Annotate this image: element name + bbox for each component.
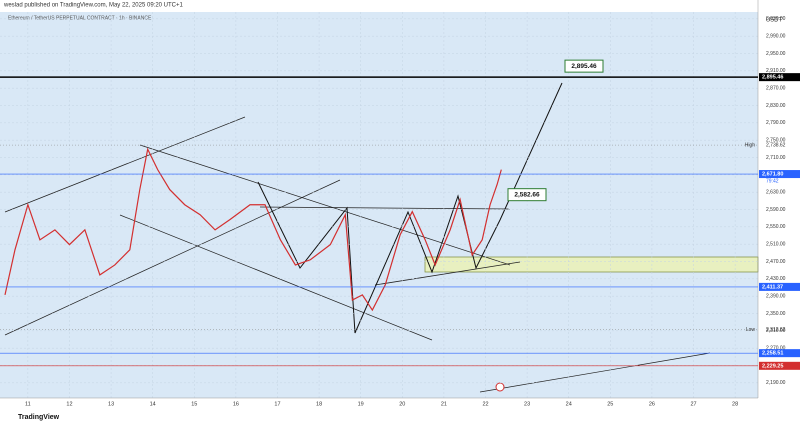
- currency: USDT: [766, 18, 783, 24]
- y-tick-label: 2,950.00: [766, 51, 786, 57]
- y-tick-label: 2,270.00: [766, 345, 786, 351]
- trend-line: [479, 352, 711, 393]
- y-tick-label: 2,310.00: [766, 328, 786, 334]
- channel-line: [4, 179, 341, 336]
- y-tick-label: 2,630.00: [766, 189, 786, 195]
- price-label: 2,258.51: [762, 351, 783, 357]
- y-tick-label: 2,590.00: [766, 207, 786, 213]
- plot-background: [0, 12, 758, 398]
- annotation-label: 2,582.66: [514, 191, 540, 198]
- x-tick-label: 17: [274, 401, 280, 407]
- y-tick-label: 2,990.00: [766, 33, 786, 39]
- high-name: High: [745, 142, 756, 148]
- x-tick-label: 12: [66, 401, 72, 407]
- y-tick-label: 2,430.00: [766, 276, 786, 282]
- x-tick-label: 14: [150, 401, 156, 407]
- x-tick-label: 20: [399, 401, 405, 407]
- annotation-box: [507, 188, 547, 202]
- x-tick-label: 24: [566, 401, 572, 407]
- low-label: 2,312.62: [766, 327, 786, 333]
- y-tick-label: 2,870.00: [766, 85, 786, 91]
- drawings: [0, 12, 759, 398]
- price-label: 2,411.37: [762, 284, 783, 290]
- y-tick-label: 2,510.00: [766, 241, 786, 247]
- support-line: [374, 261, 521, 286]
- y-tick-label: 2,750.00: [766, 137, 786, 143]
- price-label: 2,895.46: [762, 75, 783, 81]
- y-tick-label: 2,710.00: [766, 155, 786, 161]
- x-tick-label: 23: [524, 401, 530, 407]
- price-label-box: [759, 73, 800, 82]
- x-tick-label: 11: [25, 401, 31, 407]
- low-name: Low: [746, 327, 756, 333]
- annotation-box: [564, 59, 604, 73]
- x-tick-label: 13: [108, 401, 114, 407]
- event-icon: [495, 382, 505, 392]
- price-label-box: [759, 361, 800, 370]
- y-tick-label: 2,830.00: [766, 103, 786, 109]
- price-line: [4, 147, 502, 312]
- channel-line: [4, 116, 246, 213]
- price-label-box: [759, 349, 800, 358]
- brand: TradingView: [18, 414, 60, 421]
- countdown: 79:42: [766, 178, 779, 184]
- price-label: 2,229.25: [762, 363, 783, 369]
- price-label: 2,671.80: [762, 172, 783, 178]
- x-tick-label: 27: [690, 401, 696, 407]
- x-tick-label: 21: [441, 401, 447, 407]
- y-tick-label: 2,470.00: [766, 259, 786, 265]
- neckline: [259, 206, 511, 210]
- channel-line: [139, 144, 511, 266]
- high-label: 2,738.62: [766, 142, 786, 148]
- y-tick-label: 2,350.00: [766, 311, 786, 317]
- y-tick-label: 3,030.00: [766, 16, 786, 22]
- channel-line: [119, 214, 433, 341]
- header: weslad published on TradingView.com, May…: [3, 3, 183, 9]
- x-tick-label: 28: [732, 401, 738, 407]
- x-tick-label: 25: [607, 401, 613, 407]
- chart-title: Ethereum / TetherUS PERPETUAL CONTRACT ·…: [8, 15, 152, 21]
- y-tick-label: 2,910.00: [766, 68, 786, 74]
- x-tick-label: 26: [649, 401, 655, 407]
- annotation-label: 2,895.46: [571, 63, 597, 70]
- x-tick-label: 15: [191, 401, 197, 407]
- y-tick-label: 2,790.00: [766, 120, 786, 126]
- y-tick-label: 2,390.00: [766, 293, 786, 299]
- y-tick-label: 2,190.00: [766, 380, 786, 386]
- x-tick-label: 16: [233, 401, 239, 407]
- x-tick-label: 18: [316, 401, 322, 407]
- price-label-box: [759, 170, 800, 179]
- x-tick-label: 19: [358, 401, 364, 407]
- y-tick-label: 2,550.00: [766, 224, 786, 230]
- price-label-box: [759, 282, 800, 291]
- x-tick-label: 22: [482, 401, 488, 407]
